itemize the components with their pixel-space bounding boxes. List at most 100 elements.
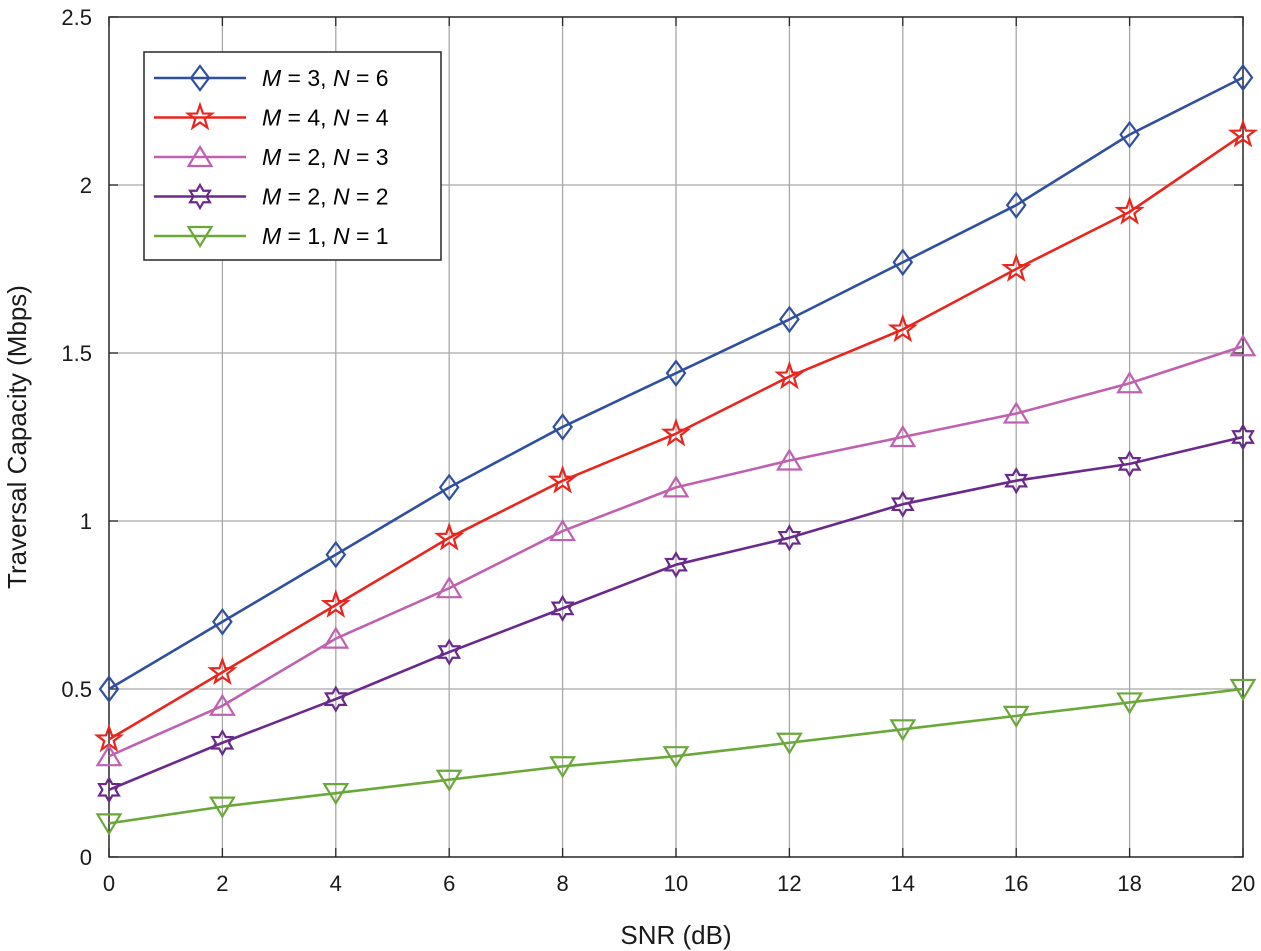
- data-point: [662, 475, 690, 498]
- legend-entry: M = 3, N = 6: [154, 64, 389, 92]
- y-tick-label: 1.5: [61, 341, 92, 366]
- y-tick-label: 2: [80, 173, 92, 198]
- data-point: [1227, 118, 1259, 148]
- legend: M = 3, N = 6M = 4, N = 4M = 2, N = 3M = …: [143, 51, 442, 261]
- legend-label-part: M: [262, 144, 282, 170]
- series-line: [108, 435, 1244, 792]
- legend-label-part: N: [333, 144, 350, 170]
- x-tick-label: 16: [1004, 871, 1028, 896]
- series-4: [97, 423, 1255, 804]
- data-point: [774, 360, 805, 390]
- data-point: [662, 746, 690, 769]
- legend-label-part: N: [333, 223, 350, 249]
- series-2: [93, 118, 1259, 753]
- data-point: [438, 473, 460, 502]
- legend-label-part: = 3: [350, 144, 389, 170]
- x-tick-label: 14: [891, 871, 915, 896]
- data-point: [323, 685, 348, 713]
- x-tick-label: 10: [664, 871, 688, 896]
- data-point: [1116, 371, 1144, 394]
- data-point: [322, 783, 350, 806]
- data-point: [549, 518, 577, 542]
- legend-label-part: M: [262, 105, 282, 131]
- data-point: [1116, 692, 1144, 715]
- legend-swatch-marker: [188, 182, 212, 211]
- legend-swatch-marker: [186, 144, 214, 168]
- data-point: [1002, 705, 1030, 729]
- x-tick-label: 6: [443, 871, 455, 896]
- legend-label-part: = 4: [350, 105, 389, 131]
- grid: [109, 17, 1243, 857]
- series-1: [98, 63, 1254, 703]
- legend-label-part: = 2: [350, 184, 389, 210]
- legend-label-part: N: [333, 65, 350, 91]
- legend-label: M = 2, N = 2: [262, 184, 389, 210]
- data-point: [775, 732, 803, 755]
- legend-entry: M = 2, N = 3: [154, 144, 389, 170]
- data-point: [660, 417, 692, 447]
- legend-label-part: = 2,: [281, 144, 333, 170]
- data-point: [1002, 401, 1030, 424]
- legend-entry: M = 4, N = 4: [154, 101, 389, 131]
- legend-swatch-marker: [184, 101, 216, 131]
- data-point: [1005, 191, 1027, 219]
- data-point: [434, 521, 465, 551]
- data-point: [549, 756, 577, 779]
- data-point: [1231, 423, 1255, 451]
- x-tick-label: 8: [556, 871, 568, 896]
- legend-swatch-marker: [186, 225, 214, 249]
- data-point: [207, 656, 238, 686]
- x-tick-label: 4: [330, 871, 342, 896]
- data-point: [208, 693, 236, 716]
- axis-ticks: 0 2 4 6 8 10 12 14 16 18 20 0 0.5 1 1.5 2 2.5: [61, 5, 1255, 896]
- x-tick-label: 18: [1117, 871, 1141, 896]
- series-line: [108, 345, 1244, 758]
- legend-label-part: M: [262, 65, 282, 91]
- legend-label-part: = 3,: [281, 65, 333, 91]
- y-axis-title: Traversal Capacity (Mbps): [2, 285, 32, 589]
- data-point: [892, 248, 914, 277]
- series-line: [108, 133, 1244, 741]
- data-point: [1232, 63, 1254, 92]
- data-point: [97, 776, 121, 804]
- series-group: [93, 63, 1259, 836]
- data-point: [547, 464, 578, 494]
- data-point: [322, 626, 350, 649]
- legend-label-part: = 4,: [281, 105, 333, 131]
- data-point: [1114, 196, 1145, 225]
- data-point: [1229, 678, 1257, 702]
- y-tick-label: 1: [80, 509, 92, 534]
- data-point: [779, 305, 800, 334]
- y-tick-label: 0: [80, 845, 92, 870]
- legend-entry: M = 2, N = 2: [154, 182, 389, 211]
- series-5: [95, 678, 1257, 836]
- legend-swatch-marker: [189, 64, 211, 92]
- legend-label: M = 4, N = 4: [262, 105, 389, 131]
- legend-label: M = 2, N = 3: [262, 144, 389, 170]
- data-point: [664, 550, 688, 579]
- series-3: [95, 334, 1257, 767]
- data-point: [435, 769, 463, 792]
- data-point: [210, 729, 235, 757]
- data-point: [212, 607, 233, 636]
- x-axis-title: SNR (dB): [620, 920, 731, 950]
- data-point: [325, 540, 347, 569]
- data-point: [1004, 466, 1029, 495]
- data-point: [98, 675, 120, 703]
- y-tick-label: 2.5: [61, 5, 92, 30]
- data-point: [889, 719, 917, 742]
- data-point: [1001, 253, 1032, 282]
- data-point: [550, 594, 575, 623]
- data-point: [552, 413, 573, 441]
- legend-label-part: M: [262, 223, 282, 249]
- y-tick-label: 0.5: [61, 677, 92, 702]
- data-point: [435, 576, 463, 599]
- data-point: [890, 490, 915, 518]
- data-point: [437, 638, 462, 666]
- legend-label-part: N: [333, 105, 350, 131]
- data-point: [208, 796, 236, 819]
- data-point: [320, 589, 351, 618]
- legend-label-part: = 6: [350, 65, 389, 91]
- series-line: [108, 76, 1244, 691]
